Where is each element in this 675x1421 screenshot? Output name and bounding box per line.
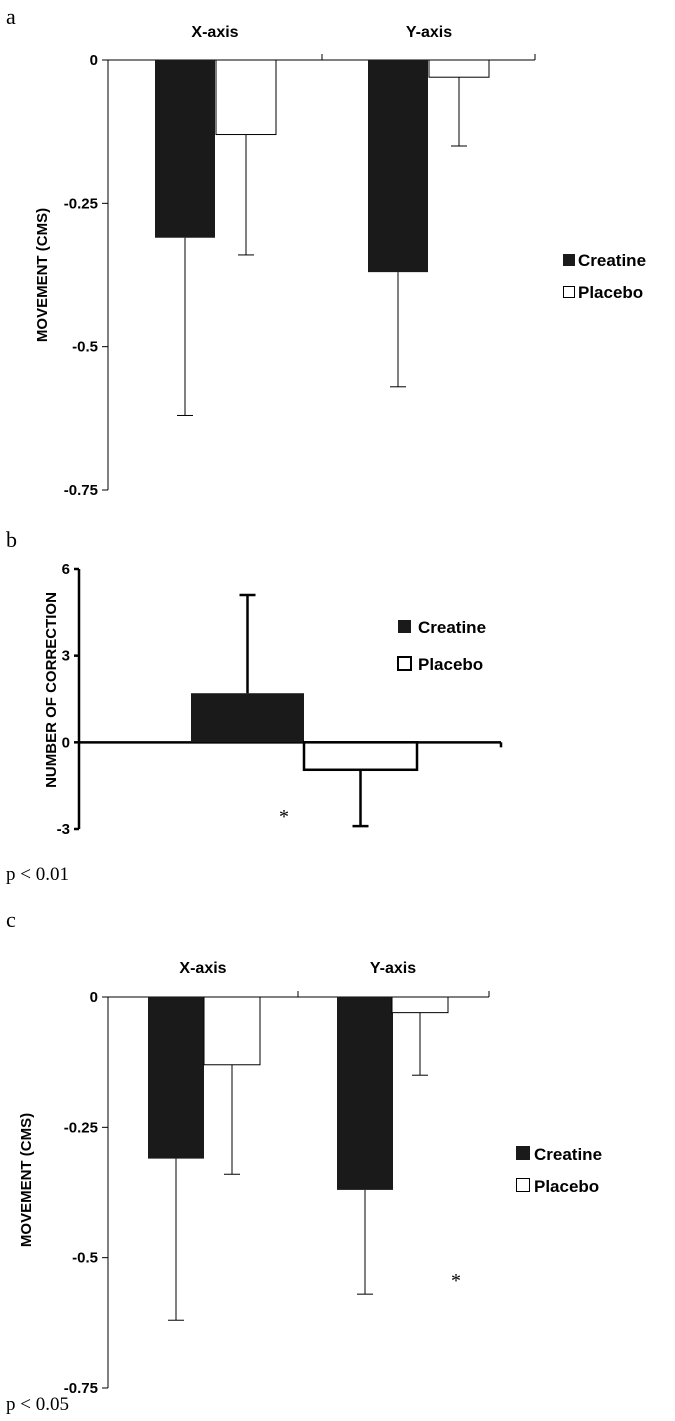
panel-b-legend: Creatine Placebo — [397, 618, 486, 674]
panel-a-legend-placebo-swatch — [563, 286, 575, 298]
panel-b-bar-creatine-0 — [191, 693, 304, 743]
panel-c-legend: Creatine Placebo — [516, 1145, 602, 1196]
panel-b-y-tick-label: -3 — [57, 821, 70, 838]
panel-b-y-tick-label: 0 — [62, 734, 70, 751]
panel-b-significance-star: * — [279, 806, 289, 828]
panel-b-p-value-note: p < 0.01 — [6, 864, 69, 885]
panel-b-ylabel: NUMBER OF CORRECTION — [43, 592, 60, 788]
panel-a-category-x: X-axis — [191, 24, 238, 41]
panel-c-category-y: Y-axis — [370, 960, 416, 977]
panel-c-bar-creatine-1 — [337, 997, 393, 1190]
panel-a-legend-creatine-label: Creatine — [578, 251, 646, 270]
panel-c-y-tick-label: -0.5 — [72, 1250, 98, 1267]
panel-a-y-tick-label: -0.75 — [64, 482, 98, 499]
panel-a-category-y: Y-axis — [406, 24, 452, 41]
panel-c-legend-creatine-swatch — [516, 1146, 530, 1160]
panel-a-y-tick-label: 0 — [90, 52, 98, 69]
panel-b-legend-creatine-label: Creatine — [418, 618, 486, 637]
panel-b-legend-creatine-swatch — [398, 620, 411, 633]
panel-c-bar-creatine-0 — [148, 997, 204, 1159]
panel-c-y-tick-label: -0.75 — [64, 1380, 98, 1397]
panel-c-p-value-note: p < 0.05 — [6, 1394, 69, 1415]
panel-a-bar-creatine-0 — [155, 60, 215, 238]
panel-a-y-tick-label: -0.5 — [72, 339, 98, 356]
panel-a-bar-placebo-1 — [428, 59, 490, 78]
panel-c-category-x: X-axis — [179, 960, 226, 977]
panel-c-legend-placebo-label: Placebo — [534, 1177, 599, 1196]
panel-c-legend-placebo-swatch — [516, 1178, 530, 1192]
panel-c-legend-creatine-label: Creatine — [534, 1145, 602, 1164]
panel-a-bar-creatine-1 — [368, 60, 428, 273]
panel-b-bar-placebo-0 — [302, 741, 419, 772]
panel-a-plot: 0 -0.25 -0.5 -0.75 — [64, 52, 536, 499]
panel-b-plot: 6 3 0 -3 — [57, 561, 503, 838]
panel-a-legend: Creatine Placebo — [563, 251, 646, 302]
panel-c-bar-placebo-0 — [203, 996, 261, 1066]
panel-c-y-tick-label: 0 — [90, 989, 98, 1006]
panel-a-ylabel: MOVEMENT (CMS) — [34, 208, 51, 342]
panel-b-legend-placebo-swatch — [397, 656, 412, 671]
panel-c-ylabel: MOVEMENT (CMS) — [18, 1113, 35, 1247]
panel-c-y-tick-label: -0.25 — [64, 1119, 98, 1136]
panel-c-plot: 0 -0.25 -0.5 -0.75 — [64, 989, 490, 1397]
panel-a-legend-creatine-swatch — [563, 254, 575, 266]
panel-c-letter: c — [6, 907, 16, 932]
panel-a-legend-placebo-label: Placebo — [578, 283, 643, 302]
panel-c-significance-star: * — [451, 1270, 461, 1292]
panel-a-bar-placebo-0 — [215, 59, 277, 136]
panel-b-letter: b — [6, 527, 17, 552]
panel-a-letter: a — [6, 4, 16, 29]
panel-b-legend-placebo-label: Placebo — [418, 655, 483, 674]
panel-a-y-tick-label: -0.25 — [64, 195, 98, 212]
panel-b-y-tick-label: 6 — [62, 561, 70, 578]
panel-b-y-tick-label: 3 — [62, 648, 70, 665]
panel-c-bar-placebo-1 — [391, 996, 449, 1014]
